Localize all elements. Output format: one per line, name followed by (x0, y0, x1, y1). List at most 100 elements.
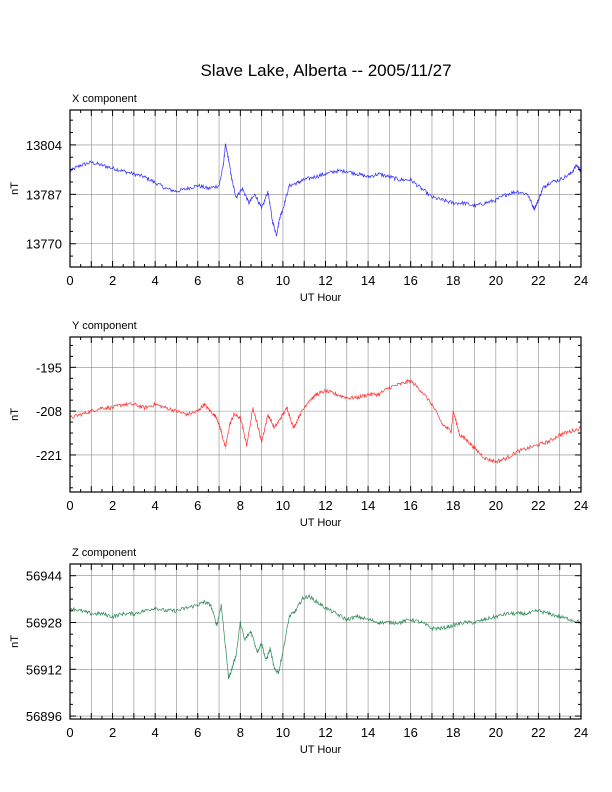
x-tick-label: 12 (318, 273, 332, 288)
data-point (569, 173, 571, 175)
panel-title: Y component (72, 320, 137, 332)
data-point (335, 613, 337, 615)
data-point (295, 610, 297, 612)
data-point (399, 179, 401, 181)
data-point (176, 410, 177, 412)
x-tick-label: 2 (109, 725, 116, 740)
y-tick-label: 13770 (26, 237, 62, 252)
data-point (165, 610, 167, 612)
data-point (154, 403, 156, 405)
data-point (378, 393, 380, 395)
data-point (239, 622, 241, 623)
data-point (216, 417, 218, 419)
data-point (261, 441, 263, 442)
data-point (210, 604, 211, 606)
data-point (399, 383, 401, 385)
data-point (101, 164, 103, 166)
x-tick-label: 22 (531, 498, 545, 513)
data-point (388, 622, 390, 623)
data-point (197, 604, 199, 606)
data-point (220, 430, 222, 432)
x-tick-label: 8 (237, 498, 244, 513)
data-point (474, 622, 475, 623)
data-point (239, 417, 241, 419)
x-tick-label: 18 (446, 725, 460, 740)
x-tick-label: 10 (276, 725, 290, 740)
data-point (495, 199, 497, 201)
data-point (388, 176, 390, 178)
x-tick-label: 16 (403, 725, 417, 740)
data-point (218, 185, 220, 187)
data-point (101, 613, 103, 615)
data-point (367, 176, 369, 178)
data-point (325, 390, 326, 392)
data-point (288, 185, 290, 187)
data-point (122, 403, 124, 405)
data-point (410, 179, 412, 181)
data-point (250, 630, 252, 632)
data-point (197, 410, 199, 412)
data-point (297, 182, 299, 184)
data-point (495, 616, 497, 618)
data-point (452, 410, 454, 412)
data-point (228, 158, 230, 160)
data-point (90, 161, 92, 163)
data-point (548, 441, 550, 442)
panel-title: X component (72, 93, 137, 105)
data-point (282, 651, 284, 653)
data-point (356, 616, 358, 618)
data-point (90, 613, 92, 615)
data-point (301, 598, 303, 600)
x-tick-label: 0 (66, 725, 73, 740)
data-point (165, 188, 167, 189)
data-point (378, 173, 380, 175)
data-point (186, 188, 188, 189)
x-tick-label: 20 (489, 273, 503, 288)
data-point (431, 196, 433, 198)
data-point (346, 170, 348, 172)
panel-title: Z component (72, 547, 136, 559)
x-tick-label: 10 (276, 273, 290, 288)
data-point (224, 144, 226, 146)
data-point (254, 193, 256, 195)
x-axis-label: UT Hour (300, 517, 342, 529)
data-point (399, 622, 401, 623)
data-point (220, 604, 222, 606)
x-tick-label: 4 (152, 273, 159, 288)
data-point (144, 176, 145, 178)
data-point (548, 182, 550, 184)
data-point (378, 622, 380, 623)
data-point (410, 619, 412, 621)
data-point (527, 193, 529, 195)
x-tick-label: 20 (489, 498, 503, 513)
data-point (269, 648, 271, 650)
data-point (186, 607, 188, 609)
data-point (467, 441, 469, 442)
data-point (246, 444, 248, 446)
x-tick-label: 6 (194, 273, 201, 288)
data-point (112, 407, 114, 409)
data-point (90, 410, 92, 412)
data-point (533, 208, 535, 210)
data-point (256, 651, 258, 653)
data-point (542, 188, 544, 189)
data-point (216, 624, 218, 626)
data-point (356, 173, 358, 175)
x-tick-label: 16 (403, 273, 417, 288)
data-point (484, 202, 486, 204)
data-point (537, 610, 539, 612)
data-point (442, 199, 444, 201)
y-axis-label: nT (9, 635, 21, 648)
data-point (516, 451, 518, 453)
data-point (231, 179, 233, 181)
data-point (569, 430, 571, 432)
data-point (452, 624, 454, 626)
data-point (267, 190, 269, 192)
data-point (176, 190, 177, 192)
data-point (299, 414, 301, 415)
data-point (463, 622, 465, 623)
data-point (410, 380, 412, 382)
x-tick-label: 18 (446, 498, 460, 513)
data-line (69, 378, 582, 464)
